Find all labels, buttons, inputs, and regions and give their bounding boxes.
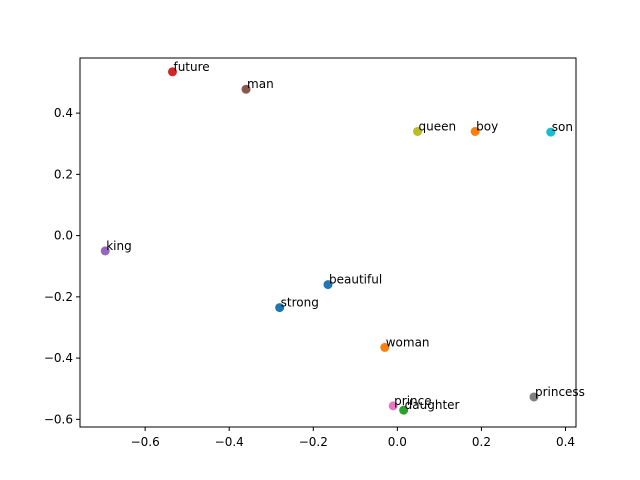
point-label-strong: strong [281,296,319,310]
data-point-man [241,84,251,94]
point-label-man: man [247,77,274,91]
y-axis: −0.6 −0.4 −0.2 0.0 0.2 0.4 [44,106,80,426]
x-tick-label: 0.2 [472,435,491,449]
point-label-woman: woman [386,335,430,349]
data-point-beautiful [323,280,333,290]
x-tick-label: −0.6 [131,435,160,449]
point-label-beautiful: beautiful [329,273,382,287]
x-tick-label: −0.2 [299,435,328,449]
data-point-son [546,127,556,137]
plot-frame [79,57,577,428]
data-point-queen [413,126,423,136]
point-label-prince: prince [394,394,431,408]
x-tick-label: 0.0 [388,435,407,449]
y-tick-label: −0.6 [44,412,73,426]
data-point-king [100,246,110,256]
x-axis: −0.6 −0.4 −0.2 0.0 0.2 0.4 [131,427,575,449]
y-tick-label: 0.0 [54,229,73,243]
x-tick-label: 0.4 [556,435,575,449]
data-point-princess [529,392,539,402]
y-tick-label: 0.2 [54,167,73,181]
point-label-king: king [106,239,132,253]
y-tick-label: −0.2 [44,290,73,304]
data-point-daughter [399,405,409,415]
x-tick-label: −0.4 [215,435,244,449]
point-label-queen: queen [419,119,457,133]
data-point-woman [380,342,390,352]
point-label-future: future [173,60,209,74]
data-point-future [167,67,177,77]
point-label-daughter: daughter [405,398,460,412]
point-labels-layer: strong boy daughter future king man prince prin… [106,60,585,412]
points-layer [100,67,556,415]
data-point-strong [275,303,285,313]
point-label-boy: boy [476,119,498,133]
y-tick-label: 0.4 [54,106,73,120]
data-point-prince [388,401,398,411]
y-tick-label: −0.4 [44,351,73,365]
point-label-princess: princess [535,385,585,399]
data-point-boy [470,126,480,136]
point-label-son: son [552,120,573,134]
